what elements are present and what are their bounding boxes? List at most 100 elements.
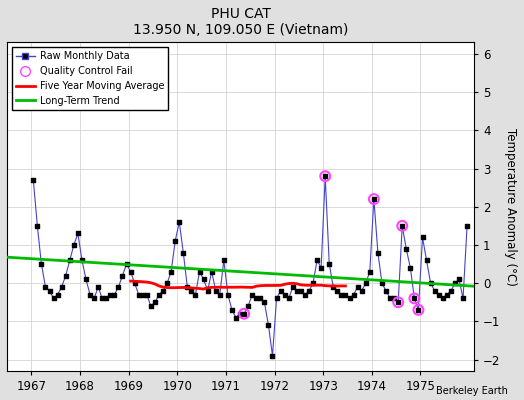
- Point: [313, 257, 321, 264]
- Point: [451, 280, 459, 286]
- Point: [422, 257, 431, 264]
- Point: [394, 299, 402, 306]
- Point: [439, 295, 447, 302]
- Point: [382, 288, 390, 294]
- Point: [260, 299, 269, 306]
- Point: [362, 280, 370, 286]
- Point: [29, 177, 38, 183]
- Point: [357, 288, 366, 294]
- Text: Berkeley Earth: Berkeley Earth: [436, 386, 508, 396]
- Point: [175, 219, 183, 225]
- Point: [45, 288, 53, 294]
- Point: [155, 292, 163, 298]
- Point: [410, 295, 419, 302]
- Point: [240, 310, 248, 317]
- Point: [459, 295, 467, 302]
- Point: [195, 268, 204, 275]
- Point: [37, 261, 46, 267]
- Point: [394, 299, 402, 306]
- Point: [289, 284, 297, 290]
- Point: [427, 280, 435, 286]
- Point: [350, 292, 358, 298]
- Point: [212, 288, 220, 294]
- Point: [106, 292, 115, 298]
- Point: [208, 268, 216, 275]
- Point: [285, 295, 293, 302]
- Point: [58, 284, 66, 290]
- Point: [369, 196, 378, 202]
- Point: [292, 288, 301, 294]
- Point: [183, 284, 192, 290]
- Point: [410, 295, 419, 302]
- Point: [329, 284, 337, 290]
- Point: [74, 230, 82, 237]
- Point: [122, 261, 130, 267]
- Point: [49, 295, 58, 302]
- Point: [61, 272, 70, 279]
- Point: [228, 307, 236, 313]
- Point: [317, 265, 325, 271]
- Point: [236, 310, 244, 317]
- Point: [418, 234, 427, 240]
- Point: [297, 288, 305, 294]
- Point: [114, 284, 123, 290]
- Point: [463, 223, 471, 229]
- Point: [232, 314, 240, 321]
- Point: [90, 295, 99, 302]
- Point: [126, 268, 135, 275]
- Point: [378, 280, 386, 286]
- Point: [406, 265, 414, 271]
- Point: [333, 288, 342, 294]
- Point: [248, 292, 256, 298]
- Point: [220, 257, 228, 264]
- Point: [102, 295, 111, 302]
- Point: [321, 173, 330, 179]
- Point: [203, 288, 212, 294]
- Point: [130, 280, 139, 286]
- Point: [252, 295, 260, 302]
- Point: [118, 272, 127, 279]
- Point: [224, 292, 232, 298]
- Point: [256, 295, 265, 302]
- Point: [431, 288, 439, 294]
- Point: [353, 284, 362, 290]
- Point: [305, 288, 313, 294]
- Point: [94, 284, 102, 290]
- Point: [110, 292, 118, 298]
- Point: [386, 295, 394, 302]
- Point: [309, 280, 317, 286]
- Point: [414, 307, 423, 313]
- Legend: Raw Monthly Data, Quality Control Fail, Five Year Moving Average, Long-Term Tren: Raw Monthly Data, Quality Control Fail, …: [12, 47, 168, 110]
- Point: [325, 261, 333, 267]
- Point: [341, 292, 350, 298]
- Point: [455, 276, 463, 282]
- Point: [337, 292, 346, 298]
- Point: [366, 268, 374, 275]
- Point: [191, 292, 200, 298]
- Point: [187, 288, 195, 294]
- Point: [41, 284, 50, 290]
- Point: [147, 303, 155, 309]
- Title: PHU CAT
13.950 N, 109.050 E (Vietnam): PHU CAT 13.950 N, 109.050 E (Vietnam): [133, 7, 348, 37]
- Point: [135, 292, 143, 298]
- Point: [138, 292, 147, 298]
- Point: [167, 268, 176, 275]
- Y-axis label: Temperature Anomaly (°C): Temperature Anomaly (°C): [504, 128, 517, 286]
- Point: [163, 280, 171, 286]
- Point: [264, 322, 272, 328]
- Point: [443, 292, 451, 298]
- Point: [398, 223, 407, 229]
- Point: [240, 310, 248, 317]
- Point: [98, 295, 106, 302]
- Point: [143, 292, 151, 298]
- Point: [446, 288, 455, 294]
- Point: [276, 288, 285, 294]
- Point: [151, 299, 159, 306]
- Point: [70, 242, 78, 248]
- Point: [321, 173, 330, 179]
- Point: [402, 246, 410, 252]
- Point: [82, 276, 90, 282]
- Point: [374, 249, 382, 256]
- Point: [215, 292, 224, 298]
- Point: [53, 292, 62, 298]
